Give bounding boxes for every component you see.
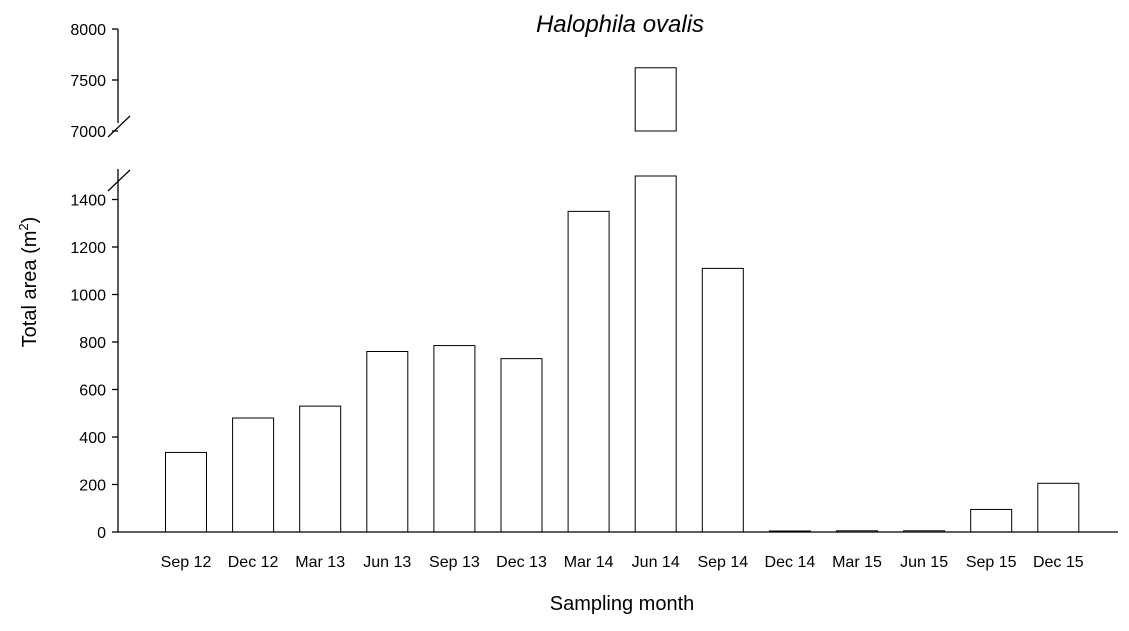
bar-7-upper [634,67,677,132]
y-tick-label-lower-7: 1400 [70,193,106,210]
bars-group [165,67,1080,533]
x-tick-label-0: Sep 12 [161,554,212,571]
x-tick-label-2: Mar 13 [295,554,345,571]
y-tick-label-lower-0: 0 [97,525,106,542]
y-tick-label-lower-3: 600 [79,383,106,400]
y-tick-label-upper-1: 7500 [70,73,106,90]
bar-3 [366,351,409,533]
x-tick-label-3: Jun 13 [363,554,411,571]
axes-group: 0 200 400 600 800 1000 1200 1400 7000 7500 8000 Sep… [70,22,1118,571]
x-tick-label-8: Sep 14 [697,554,748,571]
bar-8 [701,267,744,533]
x-tick-label-1: Dec 12 [228,554,279,571]
bar-13 [1037,482,1080,533]
x-tick-label-11: Jun 15 [900,554,948,571]
bar-1 [232,417,275,533]
x-tick-label-5: Dec 13 [496,554,547,571]
y-tick-label-lower-4: 800 [79,335,106,352]
axis-break-mark-upper [107,115,131,138]
y-axis-label-main: Total area (m [19,231,41,348]
y-tick-label-upper-0: 7000 [70,124,106,141]
y-tick-label-lower-6: 1200 [70,240,106,257]
x-tick-label-12: Sep 15 [966,554,1017,571]
y-tick-label-lower-1: 200 [79,478,106,495]
bar-4 [433,345,476,533]
y-axis-label-close: ) [19,217,41,224]
bar-2 [299,405,342,533]
y-tick-label-lower-5: 1000 [70,288,106,305]
y-axis-label-superscript: 2 [16,223,31,230]
x-tick-label-4: Sep 13 [429,554,480,571]
x-tick-label-9: Dec 14 [765,554,816,571]
bar-5 [500,358,543,533]
x-axis-label: Sampling month [550,593,695,615]
bar-0 [165,451,207,533]
bar-7-lower [634,175,677,533]
y-tick-label-upper-2: 8000 [70,22,106,39]
y-axis-label: Total area (m2) [16,217,41,348]
x-tick-label-10: Mar 15 [832,554,882,571]
x-tick-label-6: Mar 14 [564,554,614,571]
x-tick-label-13: Dec 15 [1033,554,1084,571]
axis-break-mark-lower [107,169,131,192]
bar-6 [567,210,610,533]
chart-title: Halophila ovalis [536,11,704,38]
bar-12 [970,508,1013,533]
y-tick-label-lower-2: 400 [79,430,106,447]
x-tick-label-7: Jun 14 [632,554,680,571]
